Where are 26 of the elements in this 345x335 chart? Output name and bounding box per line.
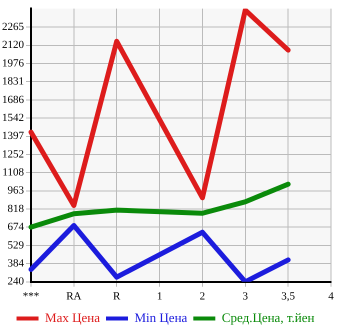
y-tick-label: 1397 (2, 130, 24, 142)
y-tick-label: 1976 (2, 57, 24, 70)
y-tick-label: 1831 (2, 76, 24, 88)
x-tick-label: 3 (242, 290, 249, 302)
x-tick-label: RA (66, 290, 82, 302)
x-tick-label: R (113, 290, 122, 302)
legend-label: Max Цена (45, 310, 100, 325)
x-tick-label: 1 (156, 290, 162, 302)
legend-label: Сред.Цена, т.йен (222, 310, 315, 325)
y-tick-label: 1108 (2, 166, 24, 179)
y-tick-label: 240 (8, 276, 24, 288)
y-tick-label: 2120 (2, 39, 24, 52)
y-tick-label: 674 (8, 221, 24, 234)
y-tick-label: 963 (8, 184, 24, 197)
x-tick-label: *** (22, 290, 40, 302)
x-tick-label: 3,5 (281, 290, 296, 302)
y-tick-label: 1686 (2, 94, 24, 106)
x-tick-label: 2 (200, 290, 206, 302)
y-tick-label: 529 (8, 239, 24, 252)
y-tick-label: 818 (8, 202, 24, 215)
y-tick-label: 1542 (2, 112, 24, 124)
x-tick-label: 4 (328, 290, 334, 302)
y-tick-label: 2265 (2, 20, 24, 33)
y-tick-label: 1252 (2, 148, 24, 160)
legend-label: Min Цена (134, 310, 188, 325)
y-tick-label: 384 (8, 258, 24, 270)
